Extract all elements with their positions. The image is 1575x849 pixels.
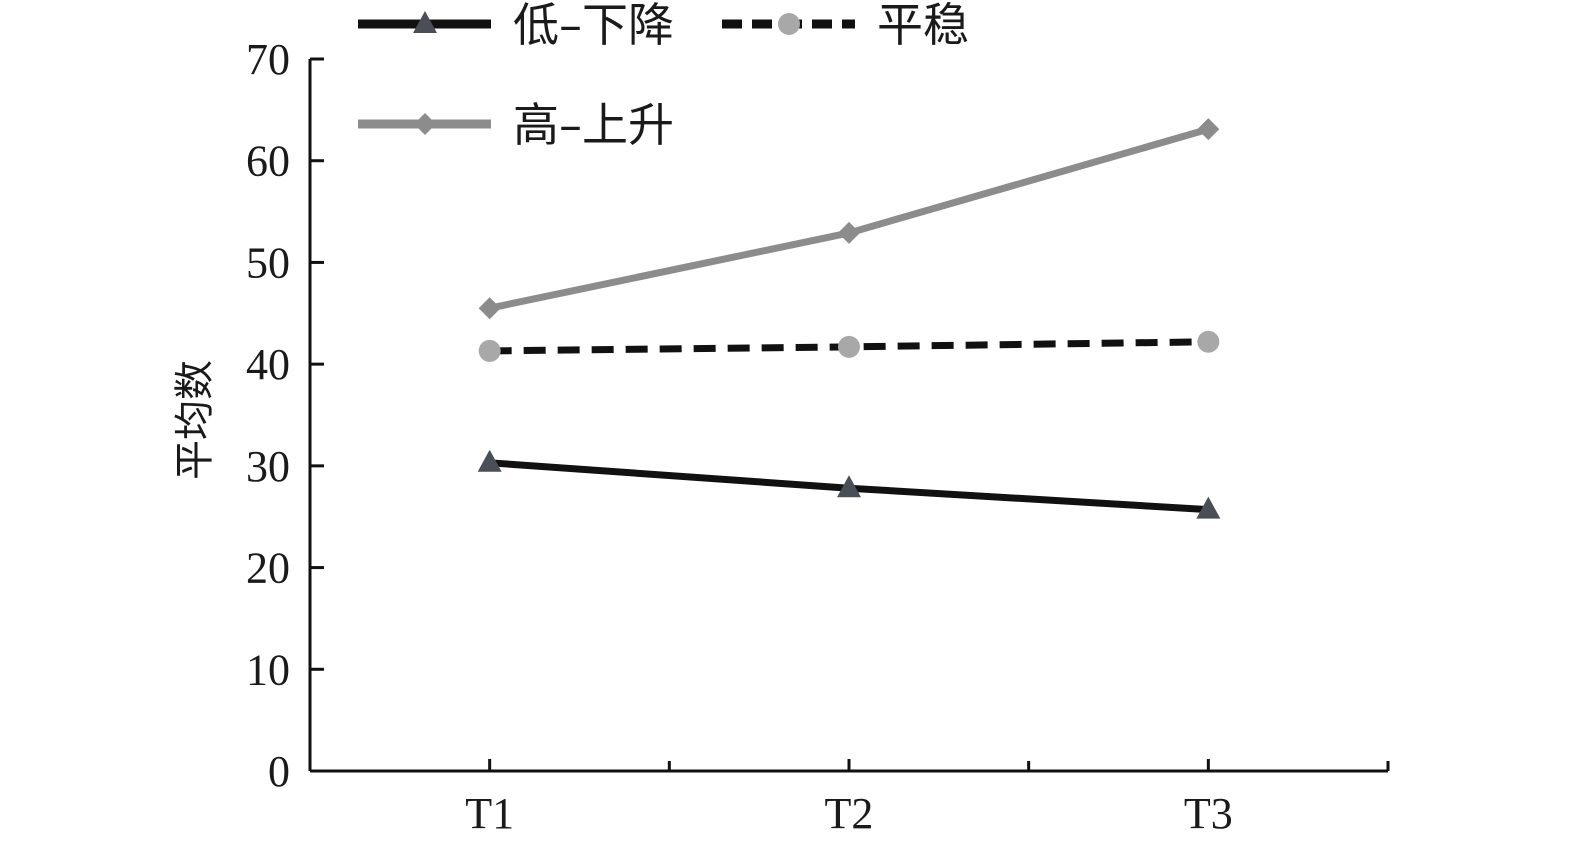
data-point-diamond — [478, 297, 501, 320]
y-tick-label: 20 — [246, 544, 290, 593]
series-1 — [478, 330, 1220, 362]
series-line — [488, 125, 1210, 312]
legend-item: 低–下降 — [358, 0, 674, 52]
legend-label: 高–上升 — [513, 98, 674, 152]
y-tick-label: 10 — [246, 645, 290, 694]
y-tick-label: 30 — [246, 442, 290, 491]
x-tick-label: T2 — [825, 789, 874, 838]
legend-label: 平稳 — [877, 0, 969, 52]
series-2 — [478, 118, 1220, 320]
y-axis-label: 平均数 — [172, 360, 218, 480]
y-tick-label: 60 — [246, 137, 290, 186]
data-point-circle — [838, 335, 860, 358]
legend-marker-diamond — [414, 113, 436, 135]
legend-label: 低–下降 — [513, 0, 674, 52]
y-tick-label: 40 — [246, 340, 290, 389]
series-0 — [477, 449, 1221, 519]
data-point-circle — [1197, 330, 1220, 353]
data-point-triangle — [1196, 496, 1221, 519]
y-tick-label: 70 — [246, 35, 290, 84]
x-tick-label: T3 — [1184, 789, 1233, 838]
data-point-diamond — [1197, 118, 1220, 141]
legend-item: 高–上升 — [358, 98, 674, 152]
legend: 低–下降 平稳高–上升 — [358, 0, 969, 152]
y-tick-label: 0 — [268, 747, 290, 796]
axes: 0 10 20 30 40 50 60 70 T1 T2 T3 — [246, 35, 1390, 838]
data-point-diamond — [838, 221, 860, 244]
legend-marker-triangle — [413, 11, 437, 33]
legend-marker-circle — [778, 13, 800, 35]
data-point-triangle — [837, 475, 861, 498]
legend-item: 平稳 — [722, 0, 969, 52]
y-tick-label: 50 — [246, 238, 290, 287]
x-tick-label: T1 — [465, 789, 514, 838]
data-point-circle — [478, 339, 501, 362]
series-group — [477, 118, 1221, 519]
data-point-triangle — [477, 449, 502, 472]
